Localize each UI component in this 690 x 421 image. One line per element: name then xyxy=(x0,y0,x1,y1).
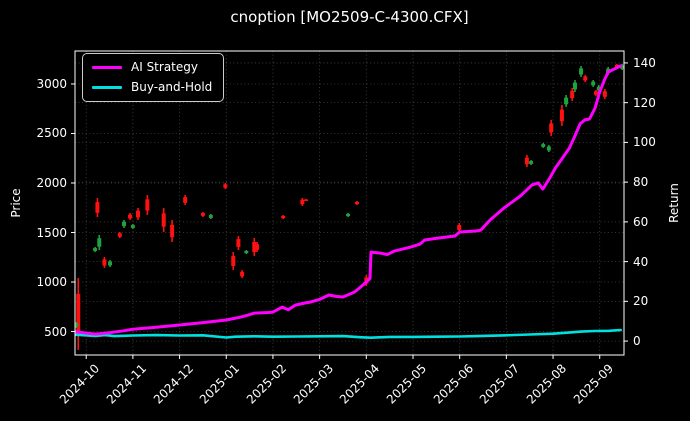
candle xyxy=(559,104,564,126)
candle xyxy=(572,80,577,92)
candle xyxy=(564,94,569,107)
legend-item-ai-strategy: AI Strategy xyxy=(92,60,212,74)
candle xyxy=(117,232,122,239)
candle xyxy=(583,74,588,82)
candle xyxy=(620,63,624,71)
buy-and-hold-line-swatch xyxy=(92,85,122,89)
price-tick-label: 3000 xyxy=(36,76,67,91)
candle xyxy=(145,194,150,215)
candle xyxy=(93,246,98,253)
candle xyxy=(346,213,351,217)
candle xyxy=(457,223,462,233)
price-tick-label: 500 xyxy=(44,324,67,339)
candle xyxy=(596,84,601,92)
candle xyxy=(231,252,236,271)
return-tick-label: 0 xyxy=(633,334,641,349)
price-tick-label: 2500 xyxy=(36,126,67,141)
buy-and-hold-label: Buy-and-Hold xyxy=(131,80,213,94)
candle xyxy=(300,197,305,206)
return-tick-label: 120 xyxy=(633,95,656,110)
return-tick-label: 100 xyxy=(633,135,656,150)
candle xyxy=(161,208,166,233)
candle xyxy=(208,213,213,220)
ai-strategy-line xyxy=(75,64,623,336)
candle xyxy=(591,80,596,87)
candle xyxy=(579,65,584,77)
candle xyxy=(252,238,257,256)
candle xyxy=(200,212,205,217)
ai-strategy-line-swatch xyxy=(92,65,122,69)
candle xyxy=(244,250,249,254)
price-tick-label: 1500 xyxy=(36,225,67,240)
candle xyxy=(240,270,245,279)
candle xyxy=(541,142,546,148)
buy-and-hold-line xyxy=(75,328,623,340)
candle xyxy=(304,199,309,202)
chart-title: cnoption [MO2509-C-4300.CFX] xyxy=(230,8,469,26)
return-tick-label: 40 xyxy=(633,254,649,269)
candle xyxy=(130,223,135,229)
candle xyxy=(354,201,359,205)
legend-item-buy-and-hold: Buy-and-Hold xyxy=(92,80,212,94)
ai-strategy-label: AI Strategy xyxy=(131,60,198,74)
candle xyxy=(236,235,241,251)
return-tick-label: 60 xyxy=(633,214,649,229)
plot-border xyxy=(74,50,625,356)
candle xyxy=(281,214,286,220)
candle xyxy=(108,260,113,267)
candle xyxy=(76,277,81,350)
return-tick-label: 20 xyxy=(633,294,649,309)
candle xyxy=(183,194,188,205)
candle xyxy=(170,220,175,243)
candle xyxy=(97,234,102,251)
candle xyxy=(602,89,607,100)
candle xyxy=(102,256,107,268)
price-tick-label: 1000 xyxy=(36,275,67,290)
candle xyxy=(75,322,79,328)
candle xyxy=(570,87,575,102)
candle xyxy=(255,242,260,253)
legend: AI Strategy Buy-and-Hold xyxy=(82,53,225,102)
candle xyxy=(128,213,133,221)
price-tick-label: 2000 xyxy=(36,175,67,190)
return-tick-label: 140 xyxy=(633,55,656,70)
candle xyxy=(136,208,141,221)
candle xyxy=(546,144,551,153)
candle xyxy=(223,182,228,190)
candle xyxy=(529,160,534,165)
candle xyxy=(524,154,529,167)
candle xyxy=(614,63,619,68)
candle xyxy=(593,90,598,96)
candle xyxy=(122,220,127,228)
return-tick-label: 80 xyxy=(633,175,649,190)
candle xyxy=(95,197,100,217)
candle xyxy=(549,120,554,136)
